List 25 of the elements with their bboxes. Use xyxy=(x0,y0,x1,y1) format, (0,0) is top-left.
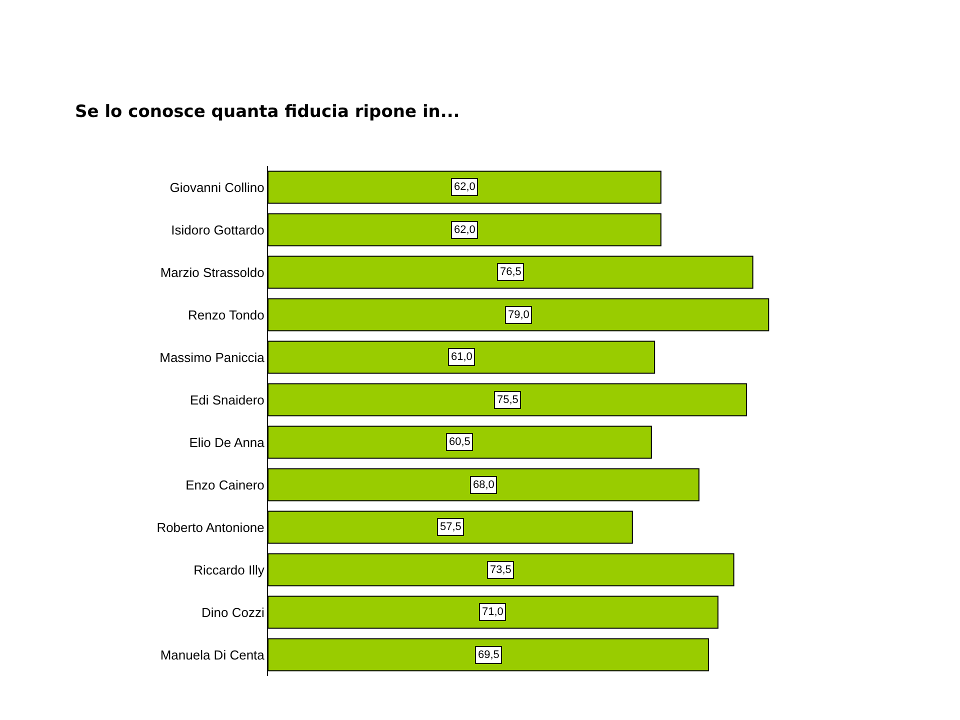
data-label: 57,5 xyxy=(440,521,462,533)
data-label: 76,5 xyxy=(500,266,522,278)
data-label: 62,0 xyxy=(454,181,476,193)
y-tick-label: Marzio Strassoldo xyxy=(160,264,264,280)
y-tick-label: Massimo Paniccia xyxy=(160,350,266,365)
data-label: 69,5 xyxy=(478,649,500,661)
y-tick-label: Manuela Di Centa xyxy=(160,647,266,662)
chart-title: Se lo conosce quanta fiducia ripone in... xyxy=(75,102,460,122)
y-tick-label: Isidoro Gottardo xyxy=(171,222,264,238)
y-tick-label: Riccardo Illy xyxy=(194,562,265,578)
data-label: 61,0 xyxy=(451,351,472,363)
data-label: 62,0 xyxy=(454,224,476,236)
y-tick-label: Edi Snaidero xyxy=(190,392,264,408)
y-tick-label: Renzo Tondo xyxy=(188,307,264,322)
data-label: 60,5 xyxy=(449,436,470,448)
data-label: 75,5 xyxy=(497,394,518,406)
data-label: 73,5 xyxy=(490,564,512,576)
data-label: 71,0 xyxy=(482,606,504,618)
y-tick-label: Giovanni Collino xyxy=(170,180,264,195)
data-label: 68,0 xyxy=(473,479,494,491)
y-tick-label: Enzo Cainero xyxy=(186,477,264,492)
y-tick-label: Elio De Anna xyxy=(189,434,266,450)
y-tick-label: Roberto Antonione xyxy=(156,520,264,535)
data-label: 79,0 xyxy=(508,309,530,321)
y-tick-label: Dino Cozzi xyxy=(202,604,265,620)
